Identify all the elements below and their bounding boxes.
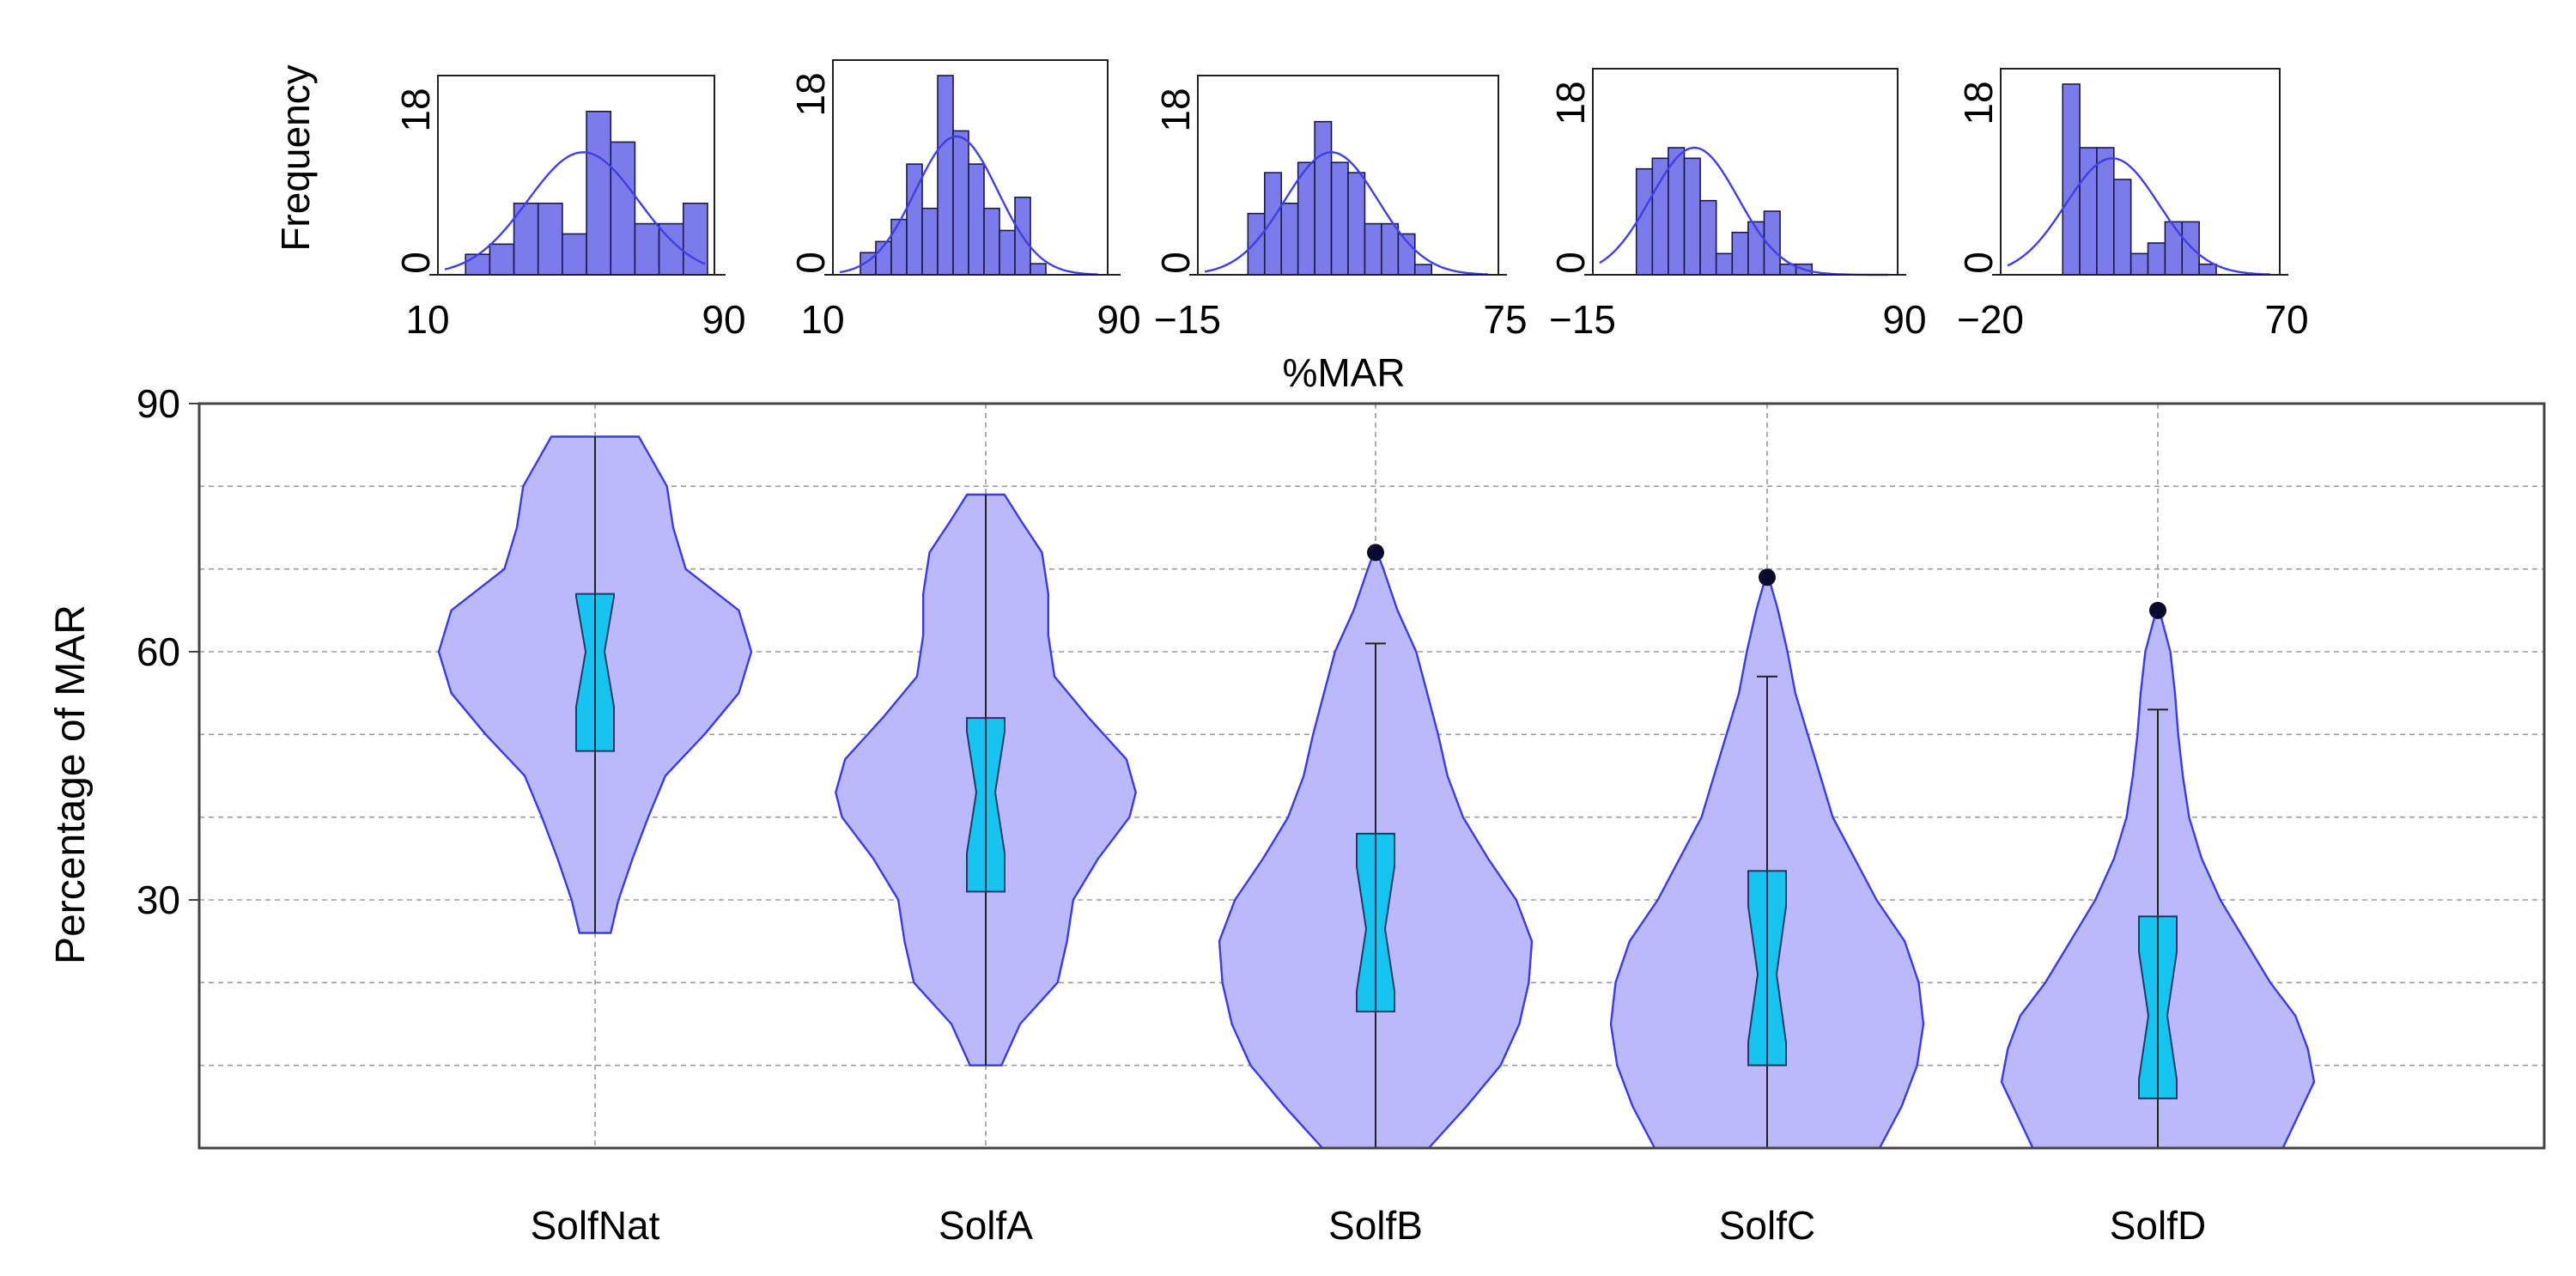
x-tick-label: −15 bbox=[1154, 297, 1221, 342]
y-tick-label: 90 bbox=[137, 381, 180, 426]
outlier-point bbox=[2149, 601, 2166, 619]
histogram-panel-5: 0 18 −20 70 bbox=[1956, 68, 2309, 342]
histogram-bar bbox=[890, 218, 908, 276]
y-tick-label: 0 bbox=[788, 252, 833, 274]
y-axis-label: Percentage of MAR bbox=[48, 605, 94, 964]
histogram-panel-2: 0 18 10 90 bbox=[788, 59, 1141, 342]
histogram-bar bbox=[2129, 252, 2149, 276]
normal-curve bbox=[839, 135, 1098, 276]
histogram-frame bbox=[2000, 68, 2281, 276]
histogram-bar bbox=[999, 229, 1016, 276]
histogram-bar bbox=[1731, 231, 1749, 276]
histogram-bar bbox=[465, 253, 491, 276]
histogram-bar bbox=[2164, 221, 2184, 276]
normal-curve bbox=[1204, 151, 1489, 276]
histogram-bar bbox=[1347, 172, 1366, 276]
histogram-panel-1: 0 18 10 90 Frequency bbox=[273, 64, 746, 342]
histogram-bar bbox=[2181, 221, 2200, 276]
normal-curve bbox=[444, 151, 706, 270]
violin-chart: SolfNat SolfA SolfB SolfC SolfD 30 60 90 Percent… bbox=[48, 381, 2546, 1248]
y-tick-label: 30 bbox=[137, 878, 180, 922]
y-tick-label: 18 bbox=[788, 72, 833, 116]
histogram-bar bbox=[1247, 212, 1266, 276]
outlier-point bbox=[1367, 544, 1384, 562]
histogram-bar bbox=[489, 243, 515, 276]
histogram-bar bbox=[537, 202, 563, 276]
x-tick-label: −15 bbox=[1549, 297, 1616, 342]
y-tick-label: 0 bbox=[1956, 252, 2001, 274]
x-tick-label: 75 bbox=[1483, 297, 1527, 342]
y-axis-label: Frequency bbox=[273, 64, 318, 251]
histogram-bar bbox=[1364, 222, 1382, 276]
violin-solfnat: SolfNat bbox=[437, 435, 753, 1248]
histogram-panels: 0 18 10 90 Frequency 0 18 10 90 0 18 −15 75 %MAR 0 18 −1… bbox=[273, 59, 2309, 395]
x-axis-label: %MAR bbox=[1282, 350, 1405, 395]
histogram-bar bbox=[2198, 263, 2217, 276]
x-tick-label: 90 bbox=[1097, 297, 1140, 342]
histogram-bar bbox=[1651, 157, 1669, 276]
histogram-bar bbox=[610, 141, 636, 276]
category-label: SolfD bbox=[2110, 1203, 2206, 1248]
x-tick-label: 90 bbox=[1882, 297, 1926, 342]
histogram-bar bbox=[1381, 222, 1400, 276]
plot-frame bbox=[197, 402, 2546, 1150]
outlier-point bbox=[1759, 568, 1776, 586]
histogram-bar bbox=[1715, 252, 1734, 276]
x-tick-label: 10 bbox=[405, 297, 449, 342]
histogram-bar bbox=[634, 222, 660, 276]
category-label: SolfNat bbox=[531, 1203, 660, 1248]
category-label: SolfC bbox=[1719, 1203, 1815, 1248]
histogram-bar bbox=[968, 163, 985, 276]
x-tick-label: 90 bbox=[702, 297, 745, 342]
histogram-bar bbox=[1635, 167, 1654, 276]
y-tick-label: 0 bbox=[393, 252, 438, 274]
y-tick-label: 0 bbox=[1548, 252, 1593, 274]
x-tick-label: 10 bbox=[800, 297, 844, 342]
histogram-bar bbox=[562, 233, 587, 276]
y-tick-label: 18 bbox=[1153, 88, 1198, 131]
histogram-bar bbox=[2096, 147, 2115, 276]
violin-solfc: SolfC bbox=[1609, 568, 1925, 1248]
histogram-bar bbox=[937, 75, 954, 276]
histogram-bar bbox=[586, 110, 612, 276]
histogram-bar bbox=[952, 130, 969, 276]
y-tick-label: 18 bbox=[1548, 81, 1593, 125]
violin-solfb: SolfB bbox=[1218, 544, 1534, 1248]
histogram-bar bbox=[1263, 172, 1283, 276]
histogram-bar bbox=[1699, 199, 1717, 276]
histogram-bar bbox=[921, 207, 939, 276]
x-tick-label: −20 bbox=[1957, 297, 2024, 342]
histogram-bar bbox=[1297, 161, 1315, 276]
histogram-bar bbox=[2113, 179, 2132, 276]
histogram-bar bbox=[1280, 202, 1299, 276]
violin-solfd: SolfD bbox=[2000, 601, 2316, 1248]
histogram-bar bbox=[1413, 264, 1433, 276]
y-tick-label: 18 bbox=[1956, 81, 2001, 125]
y-tick-label: 60 bbox=[137, 629, 180, 674]
x-tick-label: 70 bbox=[2264, 297, 2308, 342]
histogram-bar bbox=[983, 207, 1000, 276]
histogram-bar bbox=[1683, 157, 1701, 276]
histogram-panel-4: 0 18 −15 90 bbox=[1548, 68, 1927, 342]
category-label: SolfA bbox=[939, 1203, 1033, 1248]
normal-curve bbox=[2007, 157, 2271, 276]
histogram-bar bbox=[1314, 120, 1333, 276]
histogram-panel-3: 0 18 −15 75 %MAR bbox=[1153, 75, 1528, 395]
histogram-bar bbox=[2147, 242, 2166, 276]
histogram-bar bbox=[2062, 83, 2081, 276]
histogram-bar bbox=[1030, 263, 1047, 276]
y-tick-label: 0 bbox=[1153, 252, 1198, 274]
histogram-bar bbox=[1330, 161, 1349, 276]
category-label: SolfB bbox=[1328, 1203, 1423, 1248]
violin-solfa: SolfA bbox=[835, 493, 1137, 1248]
y-tick-label: 18 bbox=[393, 88, 438, 131]
